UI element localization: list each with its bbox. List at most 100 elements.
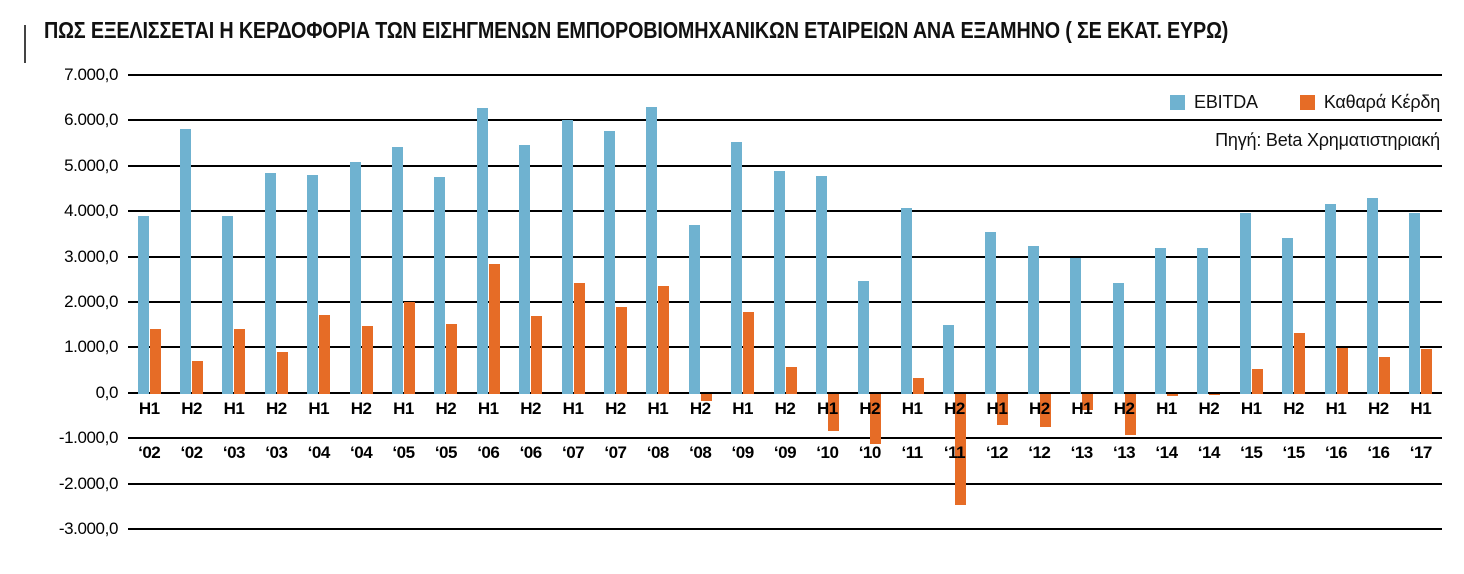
ebitda-bar [985, 231, 997, 394]
x-tick-half-label: H1 [1156, 398, 1177, 418]
net-profit-bar [955, 393, 967, 505]
x-tick-half-label: H2 [1113, 398, 1135, 418]
ebitda-bar [731, 142, 743, 394]
y-tick-label: -3.000,0 [58, 519, 119, 538]
y-tick-label: 2.000,0 [64, 292, 118, 311]
ebitda-bar [858, 281, 870, 394]
x-tick-half-label: H1 [562, 398, 584, 418]
x-tick-year-label: ‘12 [1028, 442, 1051, 462]
y-tick-label: 1.000,0 [64, 337, 118, 357]
gridline [128, 391, 1442, 394]
x-tick-year-label: ‘06 [519, 442, 543, 462]
x-tick-year-label: ‘08 [689, 442, 712, 462]
x-tick-year-label: ‘11 [943, 442, 966, 462]
y-tick-label: 5.000,0 [64, 155, 118, 175]
x-tick-half-label: H1 [1240, 398, 1262, 418]
ebitda-bar [943, 325, 955, 394]
x-tick-half-label: H1 [986, 398, 1008, 418]
y-tick-label: 7.000,0 [64, 65, 118, 84]
ebitda-bar [264, 172, 276, 394]
ebitda-bar [1239, 213, 1251, 394]
x-tick-half-label: H2 [774, 398, 796, 418]
net-profit-bar [912, 378, 924, 394]
net-profit-bar [1378, 356, 1390, 394]
x-tick-year-label: ‘10 [816, 442, 839, 462]
y-tick-label: 3.000,0 [64, 246, 118, 266]
x-tick-year-label: ‘17 [1409, 442, 1433, 462]
gridline [128, 164, 1442, 167]
gridline [128, 74, 1442, 76]
ebitda-bar [1366, 198, 1378, 394]
ebitda-bar [519, 144, 531, 394]
chart-title: ΠΩΣ ΕΞΕΛΙΣΣΕΤΑΙ Η ΚΕΡΔΟΦΟΡΙΑ ΤΩΝ ΕΙΣΗΓΜΕ… [44, 17, 1229, 43]
x-tick-half-label: H1 [393, 398, 414, 418]
x-tick-year-label: ‘16 [1324, 442, 1348, 462]
ebitda-bar [180, 129, 192, 394]
x-tick-year-label: ‘14 [1197, 442, 1221, 462]
ebitda-bar [1154, 247, 1166, 394]
net-profit-bar [192, 360, 204, 394]
ebitda-bar [307, 174, 319, 394]
legend-item-net-profit: Καθαρά Κέρδη [1299, 92, 1440, 113]
net-profit-bar [743, 311, 755, 394]
net-profit-bar [488, 264, 500, 394]
x-tick-year-label: ‘13 [1113, 442, 1136, 462]
ebitda-bar [1197, 248, 1209, 394]
ebitda-bar [773, 171, 785, 394]
x-tick-year-label: ‘03 [265, 442, 288, 462]
ebitda-bar [476, 107, 488, 394]
net-profit-bar [446, 324, 458, 394]
x-tick-half-label: H2 [944, 398, 965, 418]
x-tick-year-label: ‘15 [1282, 442, 1306, 462]
gridline [128, 301, 1442, 303]
net-profit-bar [1336, 347, 1348, 394]
gridline [128, 346, 1442, 349]
x-tick-half-label: H1 [477, 398, 499, 418]
net-profit-bar [404, 302, 416, 394]
x-tick-year-label: ‘14 [1155, 442, 1178, 462]
x-tick-year-label: ‘11 [901, 442, 924, 462]
gridline [128, 528, 1442, 530]
gridline [128, 437, 1442, 440]
ebitda-bar [392, 146, 404, 394]
net-profit-swatch-icon [1299, 95, 1315, 110]
x-tick-year-label: ‘13 [1070, 442, 1094, 462]
net-profit-bar [1209, 393, 1221, 395]
net-profit-bar [361, 325, 373, 394]
x-tick-year-label: ‘05 [392, 442, 415, 462]
x-tick-year-label: ‘15 [1240, 442, 1263, 462]
ebitda-bar [1112, 282, 1124, 394]
gridline [128, 482, 1442, 485]
x-tick-half-label: H1 [1410, 398, 1432, 418]
x-tick-half-label: H1 [732, 398, 753, 418]
y-tick-label: -2.000,0 [58, 473, 119, 493]
x-tick-half-label: H1 [223, 398, 245, 418]
x-tick-half-label: H2 [1283, 398, 1304, 418]
x-tick-half-label: H2 [350, 398, 372, 418]
ebitda-bar [137, 216, 149, 394]
x-tick-half-label: H2 [1368, 398, 1389, 418]
x-tick-year-label: ‘04 [350, 442, 373, 462]
x-tick-half-label: H1 [1325, 398, 1347, 418]
gridline [128, 255, 1442, 258]
ebitda-bar [222, 216, 234, 394]
legend-label-ebitda: EBITDA [1194, 92, 1258, 112]
net-profit-bar [615, 306, 627, 394]
ebitda-bar [1027, 246, 1039, 394]
x-tick-half-label: H2 [1028, 398, 1050, 418]
net-profit-bar [573, 283, 585, 394]
x-tick-year-label: ‘12 [985, 442, 1009, 462]
ebitda-bar [1070, 257, 1082, 394]
ebitda-bar [1282, 238, 1294, 394]
x-tick-year-label: ‘03 [222, 442, 246, 462]
net-profit-bar [785, 366, 797, 394]
net-profit-bar [531, 315, 543, 394]
net-profit-bar [1039, 393, 1051, 428]
gridline [128, 119, 1442, 122]
source-credit: Πηγή: Beta Χρηματιστηριακή [1215, 130, 1440, 150]
ebitda-bar [646, 107, 658, 394]
net-profit-bar [658, 285, 670, 394]
ebitda-bar [1409, 212, 1421, 394]
net-profit-bar [700, 393, 712, 401]
